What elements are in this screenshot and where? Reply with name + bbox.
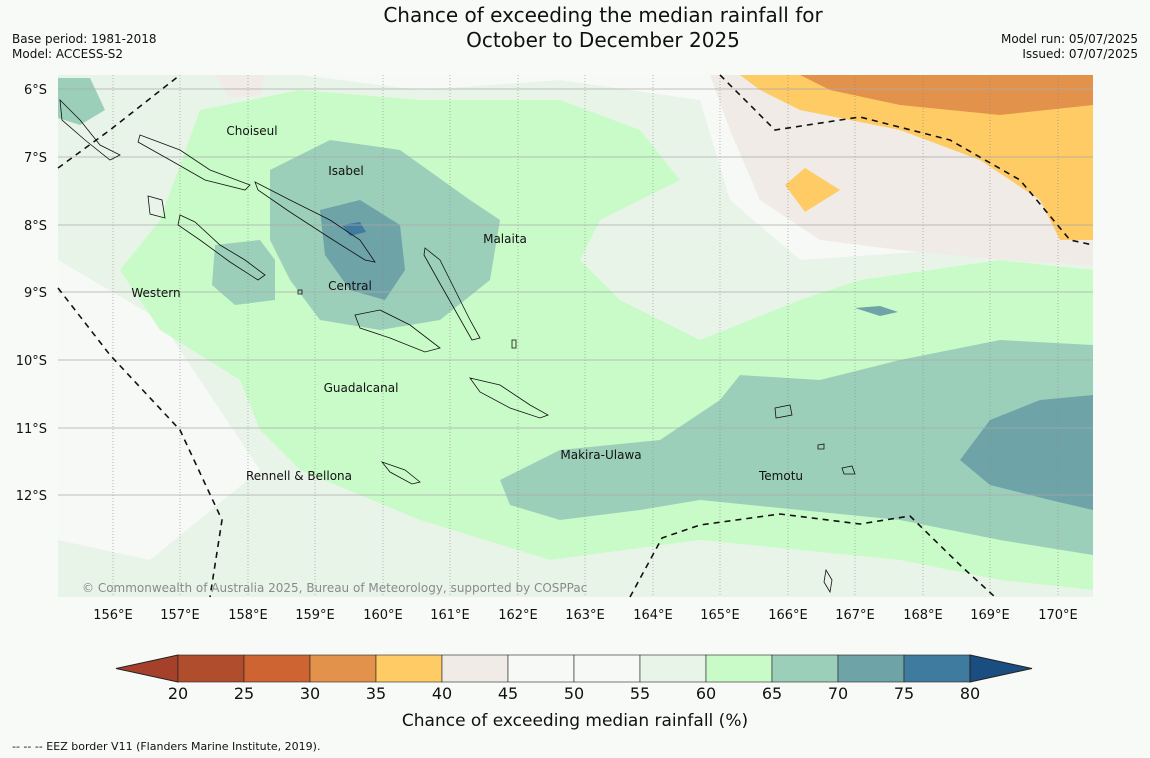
province-label: Choiseul <box>226 124 277 138</box>
lon-label: 160°E <box>363 608 403 623</box>
lon-label: 170°E <box>1038 608 1078 623</box>
lat-label: 12°S <box>16 489 47 504</box>
colorbar-tick-label: 70 <box>828 684 848 703</box>
colorbar-tick-label: 25 <box>234 684 254 703</box>
lat-label: 6°S <box>24 83 47 98</box>
longitude-gridlines <box>112 75 1059 597</box>
lon-label: 167°E <box>835 608 875 623</box>
lon-label: 159°E <box>295 608 335 623</box>
lon-label: 157°E <box>160 608 200 623</box>
map-title: Chance of exceeding the median rainfall … <box>383 3 823 52</box>
colorbar-extend-high <box>969 654 1033 683</box>
colorbar: 20 25 30 35 40 45 50 55 60 65 70 75 80 Chance of exc… <box>115 654 1033 731</box>
colorbar-cell <box>705 654 773 683</box>
coastlines <box>59 98 856 594</box>
lon-label: 162°E <box>498 608 538 623</box>
province-label: Temotu <box>758 469 803 483</box>
model-label: Model: ACCESS-S2 <box>12 47 124 61</box>
lon-label: 168°E <box>903 608 943 623</box>
colorbar-cell <box>507 654 575 683</box>
eez-legend-note: -- -- -- EEZ border V11 (Flanders Marine… <box>12 740 321 753</box>
colorbar-cell <box>441 654 509 683</box>
colorbar-label: Chance of exceeding median rainfall (%) <box>402 711 748 731</box>
lon-label: 164°E <box>633 608 673 623</box>
province-label: Guadalcanal <box>324 381 399 395</box>
model-run-label: Model run: 05/07/2025 <box>1000 32 1138 46</box>
base-period-label: Base period: 1981-2018 <box>12 32 157 46</box>
lon-label: 156°E <box>93 608 133 623</box>
colorbar-tick-label: 45 <box>498 684 518 703</box>
colorbar-cell <box>243 654 311 683</box>
colorbar-tick-label: 60 <box>696 684 716 703</box>
colorbar-extend-low <box>115 654 179 683</box>
colorbar-tick-label: 80 <box>960 684 980 703</box>
latitude-gridlines <box>58 88 1093 496</box>
lat-label: 11°S <box>16 422 47 437</box>
lon-label: 158°E <box>228 608 268 623</box>
lat-label: 7°S <box>24 151 47 166</box>
lat-label: 8°S <box>24 219 47 234</box>
lon-label: 165°E <box>700 608 740 623</box>
colorbar-tick-label: 75 <box>894 684 914 703</box>
province-label: Central <box>328 279 372 293</box>
province-label: Isabel <box>328 164 363 178</box>
colorbar-cell <box>573 654 641 683</box>
colorbar-cell <box>177 654 245 683</box>
colorbar-tick-label: 35 <box>366 684 386 703</box>
colorbar-cell <box>771 654 839 683</box>
colorbar-cell <box>309 654 377 683</box>
lon-label: 169°E <box>970 608 1010 623</box>
colorbar-tick-label: 30 <box>300 684 320 703</box>
province-label: Malaita <box>483 232 527 246</box>
colorbar-cell <box>837 654 905 683</box>
colorbar-cell <box>639 654 707 683</box>
colorbar-tick-label: 50 <box>564 684 584 703</box>
province-label: Rennell & Bellona <box>246 469 352 483</box>
copyright-text: © Commonwealth of Australia 2025, Bureau… <box>82 581 587 595</box>
province-label: Makira-Ulawa <box>560 448 641 462</box>
colorbar-tick-label: 55 <box>630 684 650 703</box>
province-label: Western <box>131 286 180 300</box>
colorbar-cell <box>903 654 971 683</box>
issued-label: Issued: 07/07/2025 <box>1022 47 1138 61</box>
colorbar-tick-label: 65 <box>762 684 782 703</box>
lat-label: 9°S <box>24 286 47 301</box>
colorbar-cell <box>375 654 443 683</box>
colorbar-tick-label: 20 <box>168 684 188 703</box>
rainfall-map: 6°S 7°S 8°S 9°S 10°S 11°S 12°S 156°E 157… <box>16 74 1094 623</box>
lat-label: 10°S <box>16 354 47 369</box>
lon-label: 161°E <box>430 608 470 623</box>
lon-label: 163°E <box>565 608 605 623</box>
lon-label: 166°E <box>768 608 808 623</box>
colorbar-tick-label: 40 <box>432 684 452 703</box>
probability-fill <box>58 75 1093 597</box>
eez-border <box>57 74 1094 598</box>
